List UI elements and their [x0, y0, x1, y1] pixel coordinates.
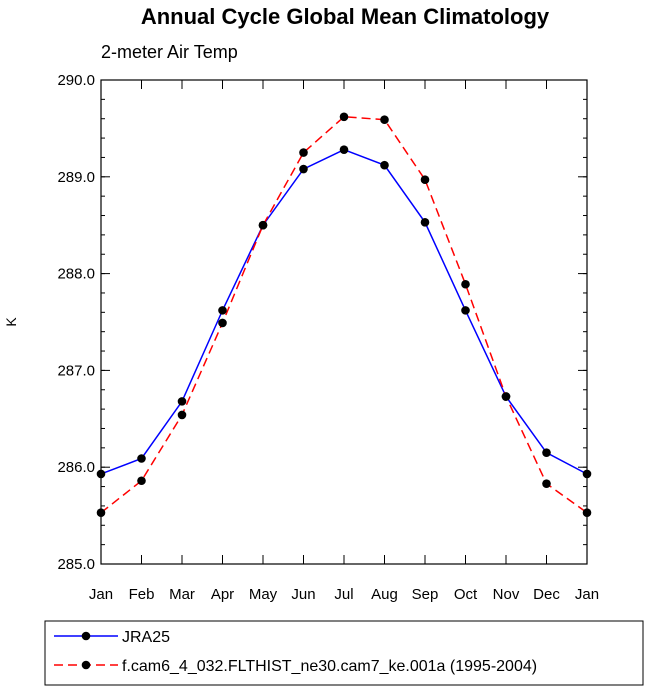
x-tick-label: Apr: [211, 586, 234, 603]
y-tick-label: 286.0: [57, 459, 95, 476]
legend-marker-2: [81, 660, 91, 670]
series-line-1: [100, 148, 588, 475]
legend-box: [44, 620, 644, 686]
x-tick-label: Feb: [129, 586, 155, 603]
series-line-2: [100, 116, 588, 514]
series-2-point: [339, 112, 349, 122]
series-2-point: [218, 318, 227, 328]
series-2-point: [380, 115, 389, 124]
x-tick-label: Jan: [575, 586, 599, 603]
series-2-point: [420, 175, 430, 185]
series-1-point: [299, 164, 308, 174]
legend-label-1: JRA25: [122, 629, 170, 646]
x-tick-label: Mar: [169, 586, 195, 603]
series-1-point: [461, 306, 470, 315]
series-1-point: [420, 217, 430, 227]
series-1-point: [542, 448, 551, 457]
y-tick-label: 289.0: [57, 169, 95, 186]
x-tick-label: Sep: [412, 586, 439, 603]
series-2-point: [501, 392, 511, 401]
series-2-point: [461, 279, 470, 289]
y-tick-label: 285.0: [57, 556, 95, 573]
y-tick-label: 288.0: [57, 266, 95, 283]
x-tick-label: Oct: [454, 586, 478, 603]
series-2-point: [299, 148, 308, 157]
series-2-point: [137, 476, 146, 486]
y-tick-label: 290.0: [57, 72, 95, 89]
series-2-point: [177, 410, 187, 420]
x-tick-label: Jun: [291, 586, 315, 603]
series-1-point: [177, 397, 187, 406]
y-axis-label: K: [3, 317, 19, 327]
legend-label-2: f.cam6_4_032.FLTHIST_ne30.cam7_ke.001a (…: [122, 658, 537, 675]
ticks-layer: 285.0 286.0 287.0 288.0 289.0 290.0 Jan Feb Mar A…: [57, 72, 599, 603]
series-layer: [96, 112, 592, 517]
x-tick-label: Nov: [493, 586, 520, 603]
y-tick-label: 287.0: [57, 362, 95, 379]
chart-title: Annual Cycle Global Mean Climatology: [141, 4, 550, 29]
series-2-point: [258, 220, 268, 230]
series-1-point: [339, 145, 349, 154]
series-1-point: [380, 160, 389, 170]
plot-frame: [100, 79, 588, 565]
legend: JRA25 f.cam6_4_032.FLTHIST_ne30.cam7_ke.0…: [44, 620, 644, 686]
series-2-point: [542, 479, 551, 488]
series-1-point: [218, 306, 227, 315]
chart-subtitle: 2-meter Air Temp: [101, 42, 238, 62]
x-tick-label: May: [249, 586, 278, 603]
legend-marker-1: [81, 631, 91, 641]
series-1-point: [137, 454, 146, 463]
x-tick-label: Aug: [371, 586, 398, 603]
x-tick-label: Dec: [533, 586, 560, 603]
x-tick-label: Jul: [334, 586, 353, 603]
x-tick-label: Jan: [89, 586, 113, 603]
